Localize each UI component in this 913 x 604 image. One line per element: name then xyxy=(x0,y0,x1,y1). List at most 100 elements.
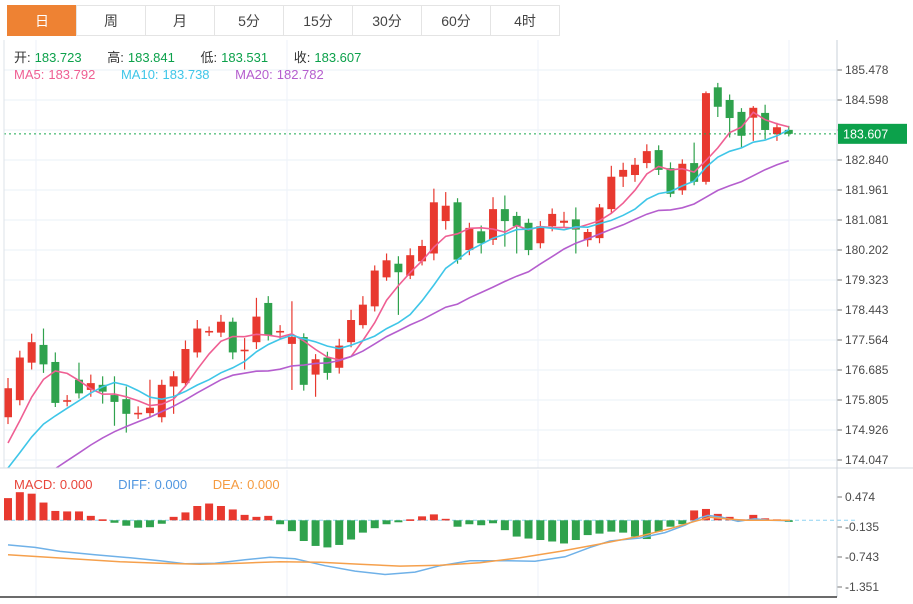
macd-bar xyxy=(429,514,438,521)
candle xyxy=(240,349,249,352)
macd-bar xyxy=(110,520,119,523)
macd-bar xyxy=(4,498,12,521)
candle xyxy=(134,412,143,415)
macd-bar xyxy=(86,515,95,521)
macd-bar xyxy=(276,520,285,525)
price-axis-label: 181.081 xyxy=(845,213,889,227)
macd-bar xyxy=(749,514,758,521)
candle xyxy=(4,388,12,418)
open-label: 开: xyxy=(14,50,31,65)
candle xyxy=(358,304,367,326)
price-axis-label: 182.840 xyxy=(845,153,889,167)
candle xyxy=(39,344,48,365)
tab-4时[interactable]: 4时 xyxy=(490,5,560,36)
macd-bar xyxy=(287,520,296,532)
candle xyxy=(323,357,332,373)
candle xyxy=(74,379,83,394)
candle xyxy=(347,320,356,343)
macd-legend: MACD: 0.000 DIFF: 0.000 DEA: 0.000 xyxy=(14,477,284,492)
current-price-badge-value: 183.607 xyxy=(843,127,888,141)
candle xyxy=(193,328,202,353)
macd-value: 0.000 xyxy=(59,477,93,492)
macd-bar xyxy=(240,514,249,521)
candle xyxy=(701,93,710,182)
candle xyxy=(453,202,462,260)
tab-月[interactable]: 月 xyxy=(145,5,215,36)
low-label: 低: xyxy=(200,50,218,65)
macd-bar xyxy=(690,510,699,521)
ma-legend: MA5: 183.792 MA10: 183.738 MA20: 182.782 xyxy=(14,67,328,82)
macd-bar xyxy=(630,520,639,537)
macd-bar xyxy=(311,520,320,546)
macd-bar xyxy=(347,520,356,540)
candle xyxy=(276,330,285,333)
high-label: 高: xyxy=(107,50,124,65)
macd-bar xyxy=(477,520,486,526)
candle xyxy=(98,384,107,392)
candle xyxy=(418,245,427,262)
candle xyxy=(264,302,273,336)
candle xyxy=(110,395,119,402)
candle xyxy=(51,361,60,403)
macd-bar xyxy=(678,520,687,525)
macd-bar xyxy=(145,520,154,528)
macd-bar xyxy=(39,502,48,521)
candle xyxy=(441,205,450,222)
macd-bar xyxy=(394,520,403,523)
candle xyxy=(27,342,36,363)
tab-60分[interactable]: 60分 xyxy=(421,5,491,36)
period-tab-bar: 日周月 5分 15分 30分 60分 4时 xyxy=(7,5,560,36)
candle xyxy=(394,263,403,273)
candle xyxy=(370,270,379,307)
price-axis-label: 185.478 xyxy=(845,63,889,77)
tab-15分[interactable]: 15分 xyxy=(283,5,353,36)
macd-bar xyxy=(441,518,450,521)
tab-5分[interactable]: 5分 xyxy=(214,5,284,36)
macd-bar xyxy=(583,520,592,536)
ohlc-legend: 开: 183.723 高: 183.841 低: 183.531 收: 183.607 xyxy=(14,47,365,66)
ma20-value: 182.782 xyxy=(276,67,324,82)
tab-日[interactable]: 日 xyxy=(7,5,77,36)
candle xyxy=(335,345,344,368)
macd-bar xyxy=(512,520,521,537)
macd-bar xyxy=(666,520,675,527)
price-axis-label: 175.805 xyxy=(845,393,889,407)
dea-line xyxy=(7,516,790,567)
ma5-label: MA5: xyxy=(14,67,45,82)
close-label: 收: xyxy=(293,50,311,65)
macd-bar xyxy=(536,520,545,541)
candle xyxy=(382,260,391,278)
candle xyxy=(311,359,320,375)
ma10-line xyxy=(7,129,790,468)
macd-bar xyxy=(27,493,36,521)
candle xyxy=(429,202,438,254)
tab-周[interactable]: 周 xyxy=(76,5,146,36)
ma20-line xyxy=(54,159,790,468)
candle xyxy=(784,129,793,134)
macd-bar xyxy=(500,520,509,531)
candle xyxy=(666,168,675,194)
candle xyxy=(63,400,72,402)
candle xyxy=(642,151,651,164)
candle xyxy=(512,215,521,227)
macd-bar xyxy=(15,492,24,521)
macd-bar xyxy=(63,511,72,521)
macd-bar xyxy=(193,506,202,521)
candle xyxy=(169,376,178,387)
candle xyxy=(560,220,569,223)
candle xyxy=(678,163,687,191)
macd-bar xyxy=(157,520,166,524)
candle xyxy=(181,349,190,384)
candle xyxy=(583,231,592,241)
macd-bar xyxy=(406,519,415,521)
macd-axis-label: -0.743 xyxy=(845,550,879,564)
tab-30分[interactable]: 30分 xyxy=(352,5,422,36)
candle xyxy=(465,227,474,251)
price-axis-label: 180.202 xyxy=(845,243,889,257)
macd-bar xyxy=(619,520,628,533)
macd-bar xyxy=(548,520,557,542)
close-value: 183.607 xyxy=(314,50,362,65)
candle xyxy=(619,169,628,177)
low-value: 183.531 xyxy=(221,50,269,65)
